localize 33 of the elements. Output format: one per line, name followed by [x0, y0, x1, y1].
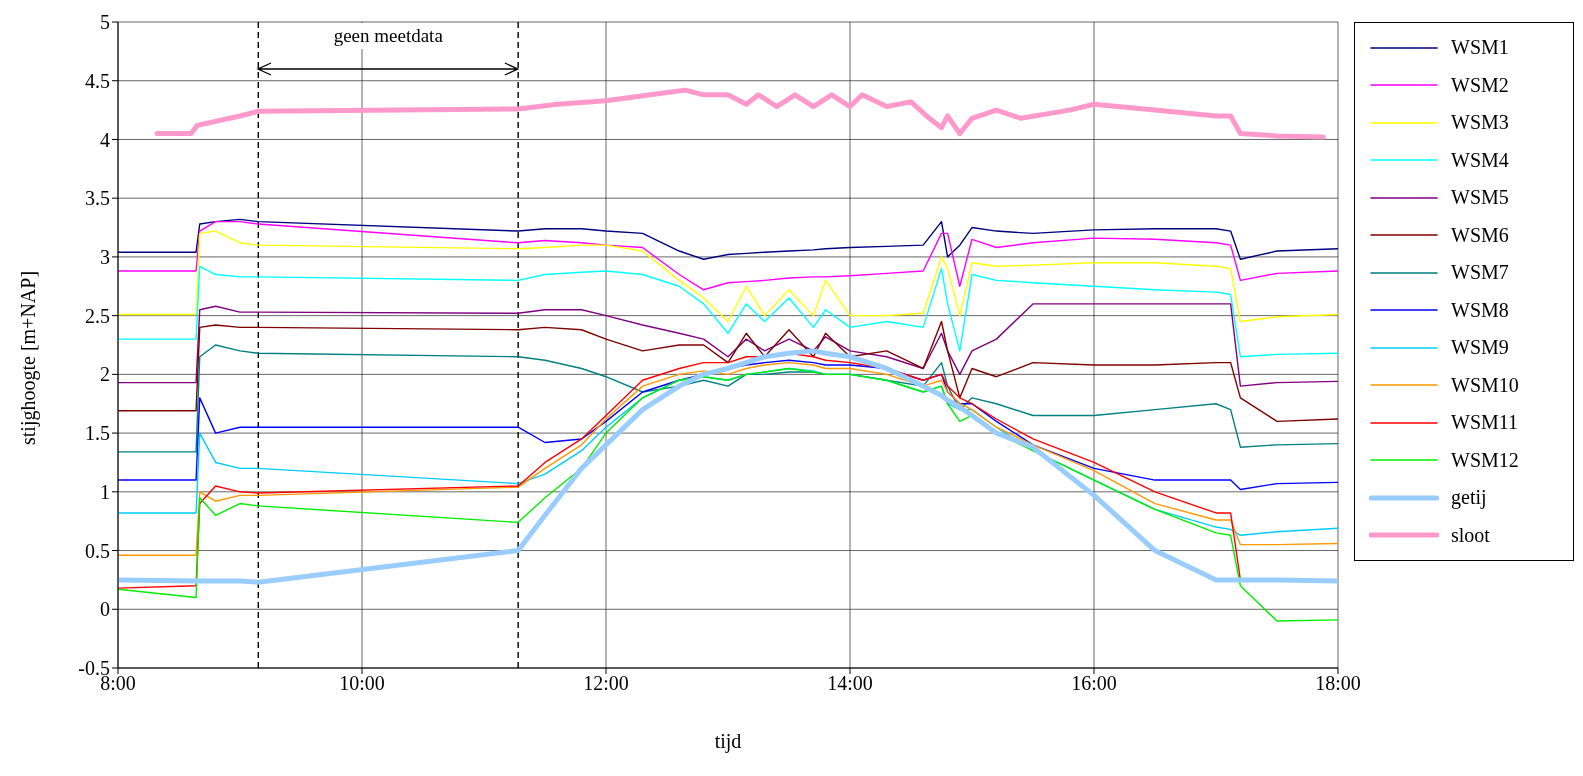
- legend-label: WSM9: [1451, 336, 1509, 360]
- y-tick-label: 2: [100, 363, 110, 386]
- x-axis-title: tijd: [714, 730, 742, 753]
- legend-label: WSM3: [1451, 111, 1509, 135]
- y-tick-label: 5: [100, 11, 110, 34]
- legend-label: WSM6: [1451, 223, 1509, 247]
- y-tick-label: 3.5: [85, 187, 110, 210]
- x-tick-label: 10:00: [339, 672, 385, 695]
- legend-label: WSM10: [1451, 373, 1519, 397]
- y-tick-label: 2.5: [85, 304, 110, 327]
- y-tick-label: 4.5: [85, 69, 110, 92]
- legend-label: WSM12: [1451, 448, 1519, 472]
- y-tick-label: 4: [100, 128, 110, 151]
- legend-label: WSM1: [1451, 36, 1509, 60]
- legend-label: WSM8: [1451, 298, 1509, 322]
- x-tick-label: 18:00: [1315, 672, 1361, 695]
- legend-label: WSM5: [1451, 186, 1509, 210]
- y-tick-label: 1.5: [85, 422, 110, 445]
- x-tick-label: 16:00: [1071, 672, 1117, 695]
- x-tick-label: 12:00: [583, 672, 629, 695]
- annotation: geen meetdata: [321, 23, 455, 50]
- y-tick-label: 0.5: [85, 539, 110, 562]
- x-tick-label: 14:00: [827, 672, 873, 695]
- legend-label: WSM2: [1451, 73, 1509, 97]
- y-tick-label: 3: [100, 246, 110, 269]
- legend-label: WSM4: [1451, 148, 1509, 172]
- y-tick-label: 0: [100, 598, 110, 621]
- legend-label: WSM11: [1451, 411, 1519, 435]
- y-tick-label: 1: [100, 480, 110, 503]
- y-axis-title: stijghoogte [m+NAP]: [17, 270, 41, 445]
- legend-label: WSM7: [1451, 261, 1509, 285]
- legend-label: getij: [1451, 486, 1487, 510]
- legend-label: sloot: [1451, 523, 1490, 547]
